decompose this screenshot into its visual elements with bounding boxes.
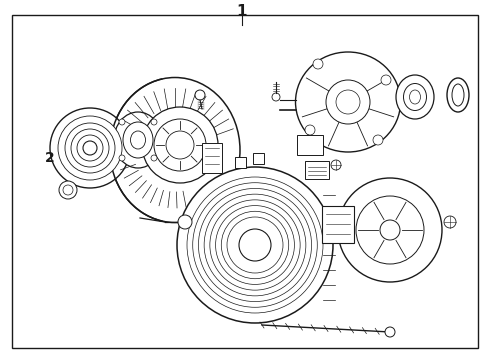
Circle shape [71,129,109,167]
FancyBboxPatch shape [202,143,222,173]
Circle shape [50,108,130,188]
Circle shape [356,196,424,264]
Circle shape [154,119,206,171]
Circle shape [204,194,306,296]
Circle shape [227,217,283,273]
Circle shape [380,220,400,240]
Circle shape [166,131,194,159]
Ellipse shape [123,122,153,158]
Circle shape [142,107,218,183]
Circle shape [210,200,300,290]
Circle shape [77,135,103,161]
Ellipse shape [403,84,426,111]
Circle shape [63,185,73,195]
Text: 1: 1 [237,4,247,18]
Circle shape [83,141,97,155]
Circle shape [272,93,280,101]
Circle shape [313,59,323,69]
Ellipse shape [295,52,400,152]
Circle shape [193,183,318,307]
Ellipse shape [452,84,464,106]
Circle shape [221,211,289,279]
Circle shape [177,167,333,323]
Circle shape [119,119,125,125]
Ellipse shape [114,112,162,168]
Ellipse shape [110,77,240,222]
Circle shape [373,135,383,145]
Ellipse shape [130,131,146,149]
Ellipse shape [410,90,420,104]
Text: 2: 2 [45,151,55,165]
Circle shape [119,155,125,161]
Circle shape [58,116,122,180]
Circle shape [305,125,315,135]
Circle shape [338,178,442,282]
Circle shape [65,123,115,173]
Circle shape [444,216,456,228]
Circle shape [59,181,77,199]
FancyBboxPatch shape [252,153,264,163]
Circle shape [385,327,395,337]
Ellipse shape [447,78,469,112]
Circle shape [198,188,312,302]
Circle shape [239,229,271,261]
Circle shape [187,177,323,313]
FancyBboxPatch shape [297,135,323,155]
Ellipse shape [396,75,434,119]
Circle shape [216,206,294,284]
FancyBboxPatch shape [235,157,245,167]
Circle shape [195,90,205,100]
Circle shape [331,160,341,170]
FancyBboxPatch shape [322,206,354,243]
FancyBboxPatch shape [305,161,329,179]
Circle shape [151,119,157,125]
Circle shape [151,155,157,161]
Circle shape [336,90,360,114]
Circle shape [178,215,192,229]
Circle shape [381,75,391,85]
Circle shape [326,80,370,124]
